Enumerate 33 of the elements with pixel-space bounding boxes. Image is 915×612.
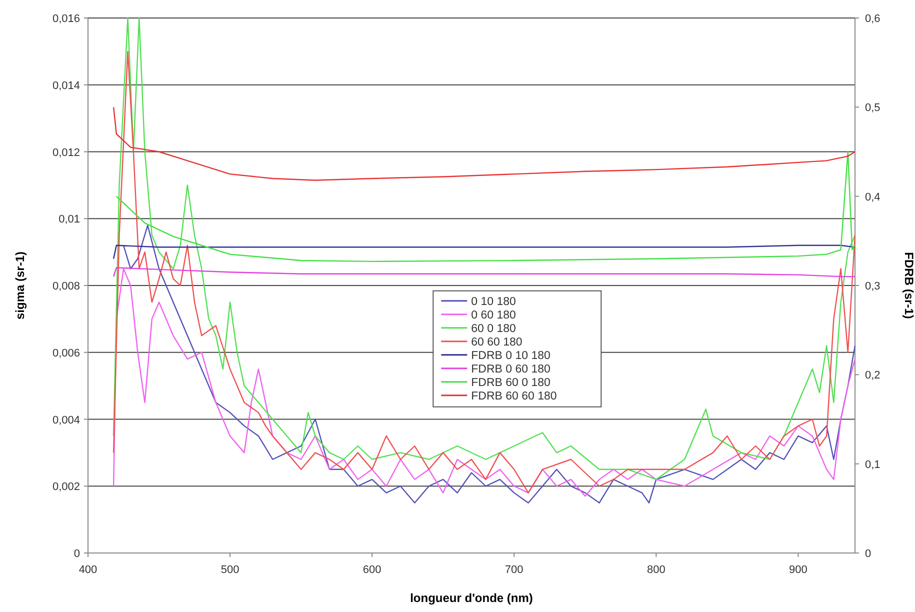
y-tick-label: 0,012 (52, 146, 80, 159)
y-tick-label: 0,016 (52, 13, 80, 25)
y-axis-title: sigma (sr-1) (13, 251, 27, 320)
legend-label: 0 10 180 (471, 296, 516, 308)
y2-tick-label: 0,5 (865, 102, 880, 114)
y2-axis-title: FDRB (sr-1) (902, 252, 915, 319)
y2-tick-label: 0,2 (865, 370, 880, 382)
legend-label: FDRB 60 60 180 (471, 390, 557, 402)
y-tick-label: 0,01 (58, 214, 80, 226)
legend-label: FDRB 60 0 180 (471, 376, 550, 389)
y-tick-label: 0,014 (52, 80, 80, 92)
legend-label: 0 60 180 (471, 309, 516, 322)
y-tick-label: 0,002 (52, 481, 80, 494)
y2-tick-label: 0,1 (865, 458, 880, 471)
x-tick-label: 800 (646, 564, 666, 576)
y-tick-label: 0,006 (52, 347, 80, 360)
y2-tick-label: 0,4 (865, 191, 880, 204)
x-tick-label: 400 (78, 564, 98, 576)
y-tick-label: 0,004 (52, 414, 80, 426)
legend-label: FDRB 0 60 180 (471, 363, 550, 376)
legend-label: 60 0 180 (471, 322, 516, 335)
legend-label: FDRB 0 10 180 (471, 350, 550, 362)
x-tick-label: 700 (504, 564, 524, 576)
x-tick-label: 600 (362, 564, 382, 576)
y-tick-label: 0,008 (52, 280, 80, 292)
x-tick-label: 900 (789, 564, 808, 576)
legend-label: 60 60 180 (471, 336, 522, 348)
x-tick-label: 500 (220, 564, 240, 576)
y-tick-label: 0 (74, 548, 80, 560)
y2-tick-label: 0 (865, 548, 872, 560)
x-axis-title: longueur d'onde (nm) (410, 591, 533, 605)
y2-tick-label: 0,6 (865, 13, 880, 25)
y2-tick-label: 0,3 (865, 280, 880, 292)
